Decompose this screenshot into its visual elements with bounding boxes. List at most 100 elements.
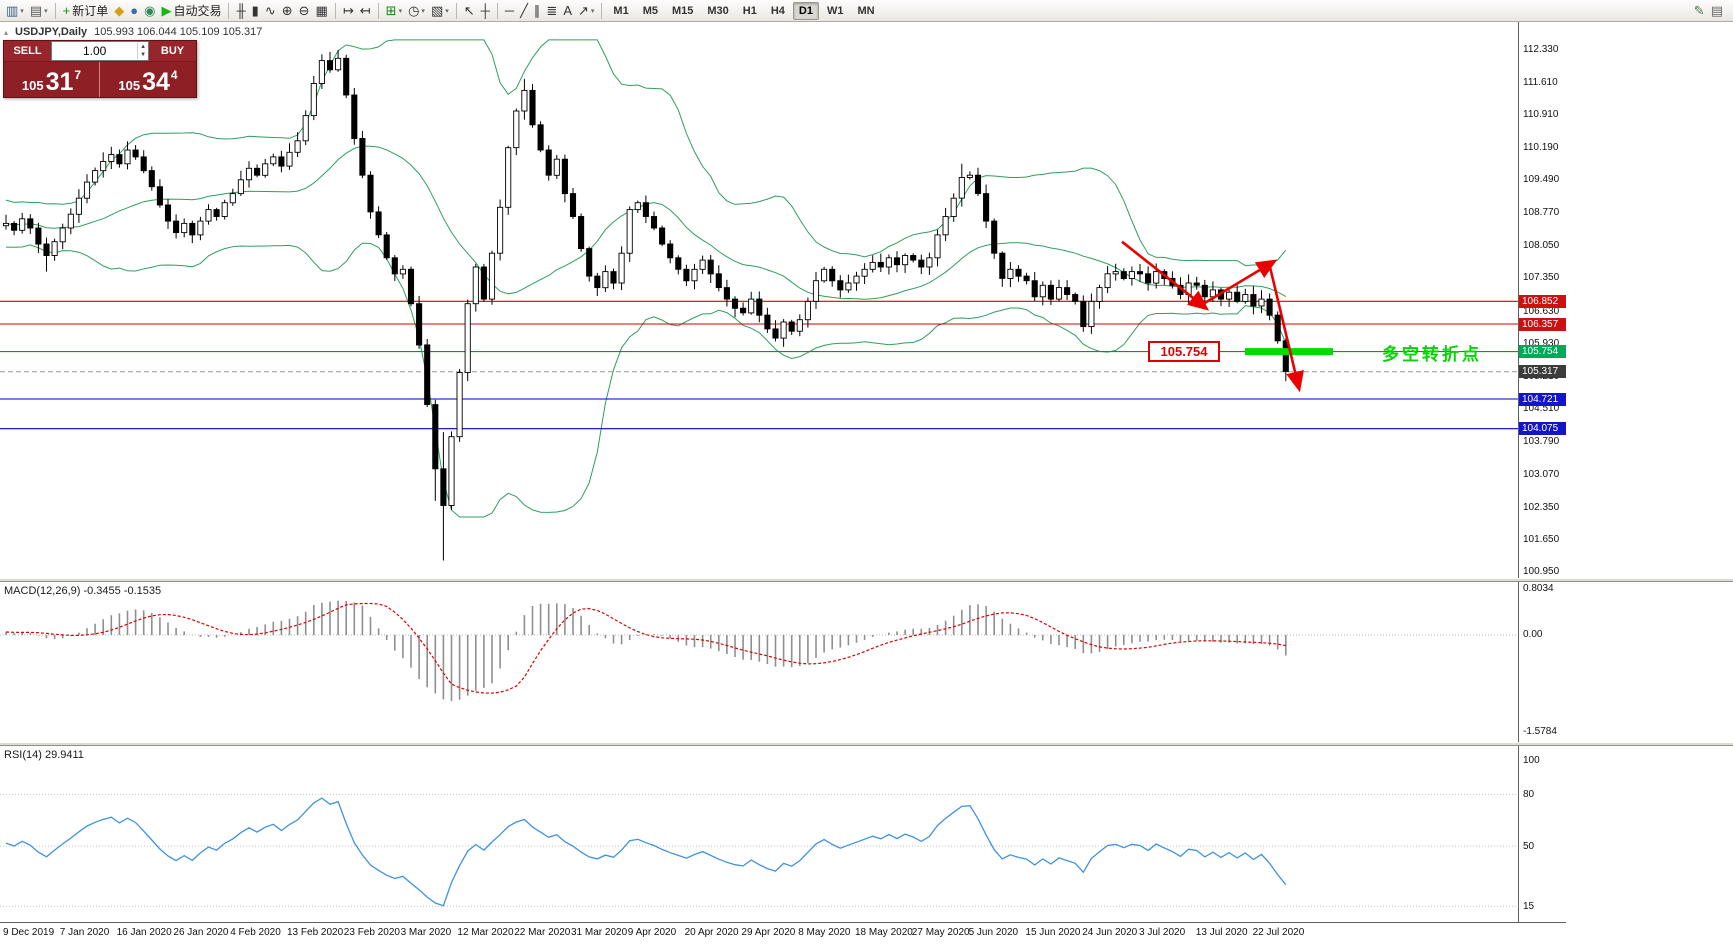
chart-shift-icon: ↤ — [359, 3, 371, 18]
price-callout-label[interactable]: 105.754 — [1148, 341, 1220, 362]
bar-chart-icon: ╫ — [236, 3, 246, 18]
buy-price-main: 105 — [118, 78, 141, 93]
sell-price-main: 105 — [21, 78, 44, 93]
market-watch-icon: ● — [130, 3, 139, 18]
date-label: 9 Apr 2020 — [627, 927, 677, 938]
volume-decrease-button[interactable]: ▼ — [140, 52, 147, 58]
macd-label: MACD(12,26,9) -0.3455 -0.1535 — [4, 585, 162, 597]
volume-increase-button[interactable]: ▲ — [140, 44, 147, 50]
price-axis[interactable]: 112.330 111.610 110.910 110.190 109.490 108.7… — [1519, 22, 1579, 922]
price-axis-label: 110.190 — [1523, 142, 1559, 154]
volume-input[interactable] — [52, 42, 138, 60]
date-label: 5 Jun 2020 — [968, 927, 1019, 938]
timeframe-button-mn[interactable]: MN — [857, 4, 875, 17]
autotrading-icon: ▶ — [161, 3, 172, 18]
arrows-button[interactable]: ↗ ▾ — [575, 1, 597, 20]
autotrading-button[interactable]: ▶ 自动交易 — [158, 1, 224, 20]
edit-button[interactable]: ✎ — [1691, 1, 1708, 20]
channel-button[interactable]: ∥ — [531, 1, 544, 20]
date-label: 13 Jul 2020 — [1195, 927, 1248, 938]
toolbar-separator — [601, 2, 603, 19]
price-axis-label: 106.630 — [1523, 305, 1560, 317]
trade-panel-top-row: SELL ▲ ▼ BUY — [4, 41, 196, 62]
buy-button[interactable]: BUY — [149, 41, 196, 61]
cursor-button[interactable]: ↖ — [461, 1, 478, 20]
metaeditor-button[interactable]: ◆ — [111, 1, 127, 20]
main-chart-canvas[interactable] — [0, 22, 1518, 578]
symbol-period-label: USDJPY,Daily — [15, 26, 88, 38]
timeframe-button-m5[interactable]: M5 — [642, 4, 658, 17]
line-chart-button[interactable]: ∿ — [262, 1, 279, 20]
timeframe-button-m30[interactable]: M30 — [707, 4, 729, 17]
date-label: 20 Apr 2020 — [684, 927, 739, 938]
price-axis-label: 107.350 — [1523, 272, 1560, 284]
zoom-in-button[interactable]: ⊕ — [279, 1, 296, 20]
price-axis-label: 100.950 — [1523, 566, 1560, 577]
timeframe-button-m1[interactable]: M1 — [613, 4, 629, 17]
rsi-axis-label: 80 — [1523, 789, 1535, 801]
macd-axis-label: 0.8034 — [1523, 583, 1554, 594]
price-axis-border — [1518, 22, 1519, 923]
chart-shift-button[interactable]: ↤ — [357, 1, 374, 20]
periods-button[interactable]: ◷ ▾ — [405, 1, 428, 20]
arrows-icon: ↗ — [578, 3, 589, 18]
crosshair-button[interactable]: ┼ — [478, 1, 493, 20]
new-chart-button[interactable]: ▥ ▾ — [3, 1, 27, 20]
sell-price-big: 31 — [45, 68, 74, 96]
pane-separator[interactable] — [0, 742, 1733, 746]
new-order-button[interactable]: + 新订单 — [60, 1, 112, 20]
trend-arrows[interactable] — [1121, 240, 1304, 393]
tile-windows-button[interactable]: ▦ — [313, 1, 331, 20]
horizontal-line-button[interactable]: ─ — [502, 1, 517, 20]
templates-button[interactable]: ▧ ▾ — [428, 1, 452, 20]
auto-scroll-icon: ↦ — [342, 3, 354, 18]
sell-button[interactable]: SELL — [4, 41, 51, 61]
fibonacci-button[interactable]: ≣ — [543, 1, 560, 20]
text-button[interactable]: A — [560, 1, 575, 20]
bar-chart-button[interactable]: ╫ — [233, 1, 248, 20]
tile-windows-icon: ▦ — [315, 3, 328, 18]
sell-price-button[interactable]: 105 31 7 — [4, 62, 100, 97]
layout-button[interactable]: ▤ — [1708, 1, 1726, 20]
layout-icon: ▤ — [1710, 3, 1723, 18]
timeframe-button-h4[interactable]: H4 — [770, 4, 785, 17]
macd-canvas[interactable] — [0, 582, 1518, 742]
navigator-button[interactable]: ◉ — [141, 1, 158, 20]
price-axis-label: 111.610 — [1523, 77, 1558, 88]
toolbar-right-group: ✎ ▤ — [1691, 1, 1726, 20]
time-axis[interactable]: 9 Dec 2019 7 Jan 2020 16 Jan 2020 26 Jan 20… — [0, 923, 1733, 946]
main-toolbar: ▥ ▾ ▤ ▾ + 新订单 ◆ ● ◉ ▶ 自动交易 ╫ ▮ ∿ ⊕ ⊖ ▦ ↦ ↤ ⊞ ▾ ◷ ▾ ▧ ▾ ↖ ┼ ─ ╱ ∥ ≣ A ↗ ▾ M… — [0, 0, 1733, 22]
timeframe-button-m15[interactable]: M15 — [671, 4, 694, 17]
date-label: 12 Mar 2020 — [457, 927, 514, 938]
date-label: 4 Feb 2020 — [230, 927, 281, 938]
profiles-button[interactable]: ▤ ▾ — [27, 1, 51, 20]
trendline-button[interactable]: ╱ — [517, 1, 531, 20]
rsi-canvas[interactable] — [0, 746, 1518, 922]
indicators-button[interactable]: ⊞ ▾ — [383, 1, 405, 20]
toolbar-separator — [54, 2, 56, 19]
timeframe-button-w1[interactable]: W1 — [826, 4, 844, 17]
timeframe-button-d1[interactable]: D1 — [792, 1, 819, 20]
price-tag: 106.357 — [1519, 317, 1566, 331]
pane-separator[interactable] — [0, 578, 1733, 582]
toolbar-separator — [377, 2, 379, 19]
date-label: 13 Feb 2020 — [287, 927, 344, 938]
market-watch-button[interactable]: ● — [127, 1, 141, 20]
chart-header: ▴ USDJPY,Daily 105.993 106.044 105.109 1… — [4, 26, 262, 38]
date-label: 29 Apr 2020 — [741, 927, 796, 938]
price-axis-label: 104.510 — [1523, 402, 1560, 414]
timeframe-button-h1[interactable]: H1 — [742, 4, 757, 17]
trade-panel-toggle[interactable]: ▴ — [4, 27, 9, 37]
toolbar-separator — [496, 2, 498, 19]
horizontal-level-lines[interactable] — [0, 300, 1518, 430]
price-axis-label: 112.330 — [1523, 44, 1559, 55]
candlestick-chart-button[interactable]: ▮ — [249, 1, 262, 20]
date-label: 9 Dec 2019 — [3, 927, 55, 938]
zoom-out-button[interactable]: ⊖ — [296, 1, 313, 20]
metaeditor-icon: ◆ — [114, 3, 125, 18]
toolbar-separator — [455, 2, 457, 19]
horizontal-line-icon: ─ — [504, 3, 515, 18]
auto-scroll-button[interactable]: ↦ — [340, 1, 357, 20]
buy-price-button[interactable]: 105 34 4 — [100, 62, 196, 97]
annotation-text[interactable]: 多空转折点 — [1382, 345, 1482, 364]
